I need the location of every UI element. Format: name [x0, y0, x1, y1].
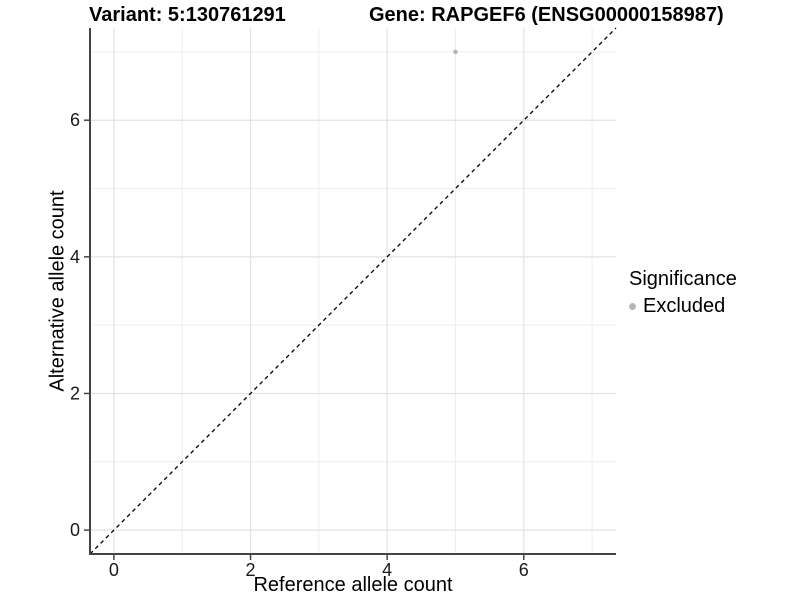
- legend-item-excluded: Excluded: [629, 295, 737, 318]
- x-tick-label: 0: [109, 560, 119, 580]
- y-tick-label: 0: [70, 520, 80, 540]
- legend-title: Significance: [629, 268, 737, 290]
- legend: Significance Excluded: [629, 268, 737, 318]
- data-point: [453, 49, 458, 55]
- excluded-point-icon: [629, 303, 636, 310]
- y-tick-label: 4: [70, 247, 80, 267]
- gene-title: Gene: RAPGEF6 (ENSG00000158987): [369, 4, 724, 26]
- identity-line: [89, 27, 617, 555]
- x-tick-label: 4: [382, 560, 392, 580]
- x-tick-label: 6: [519, 560, 529, 580]
- legend-item-label: Excluded: [643, 295, 726, 317]
- x-axis-title: Reference allele count: [253, 574, 453, 596]
- y-tick-label: 6: [70, 110, 80, 130]
- x-tick-label: 2: [246, 560, 256, 580]
- y-tick-label: 2: [70, 383, 80, 403]
- variant-title: Variant: 5:130761291: [89, 4, 286, 26]
- y-axis-title: Alternative allele count: [46, 190, 69, 392]
